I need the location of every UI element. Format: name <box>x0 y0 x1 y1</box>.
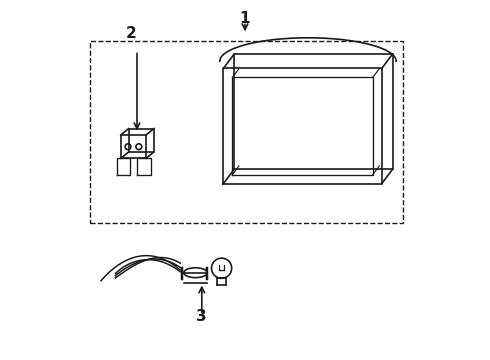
Text: 1: 1 <box>240 11 250 26</box>
Text: 2: 2 <box>126 26 137 41</box>
Text: 3: 3 <box>196 309 207 324</box>
